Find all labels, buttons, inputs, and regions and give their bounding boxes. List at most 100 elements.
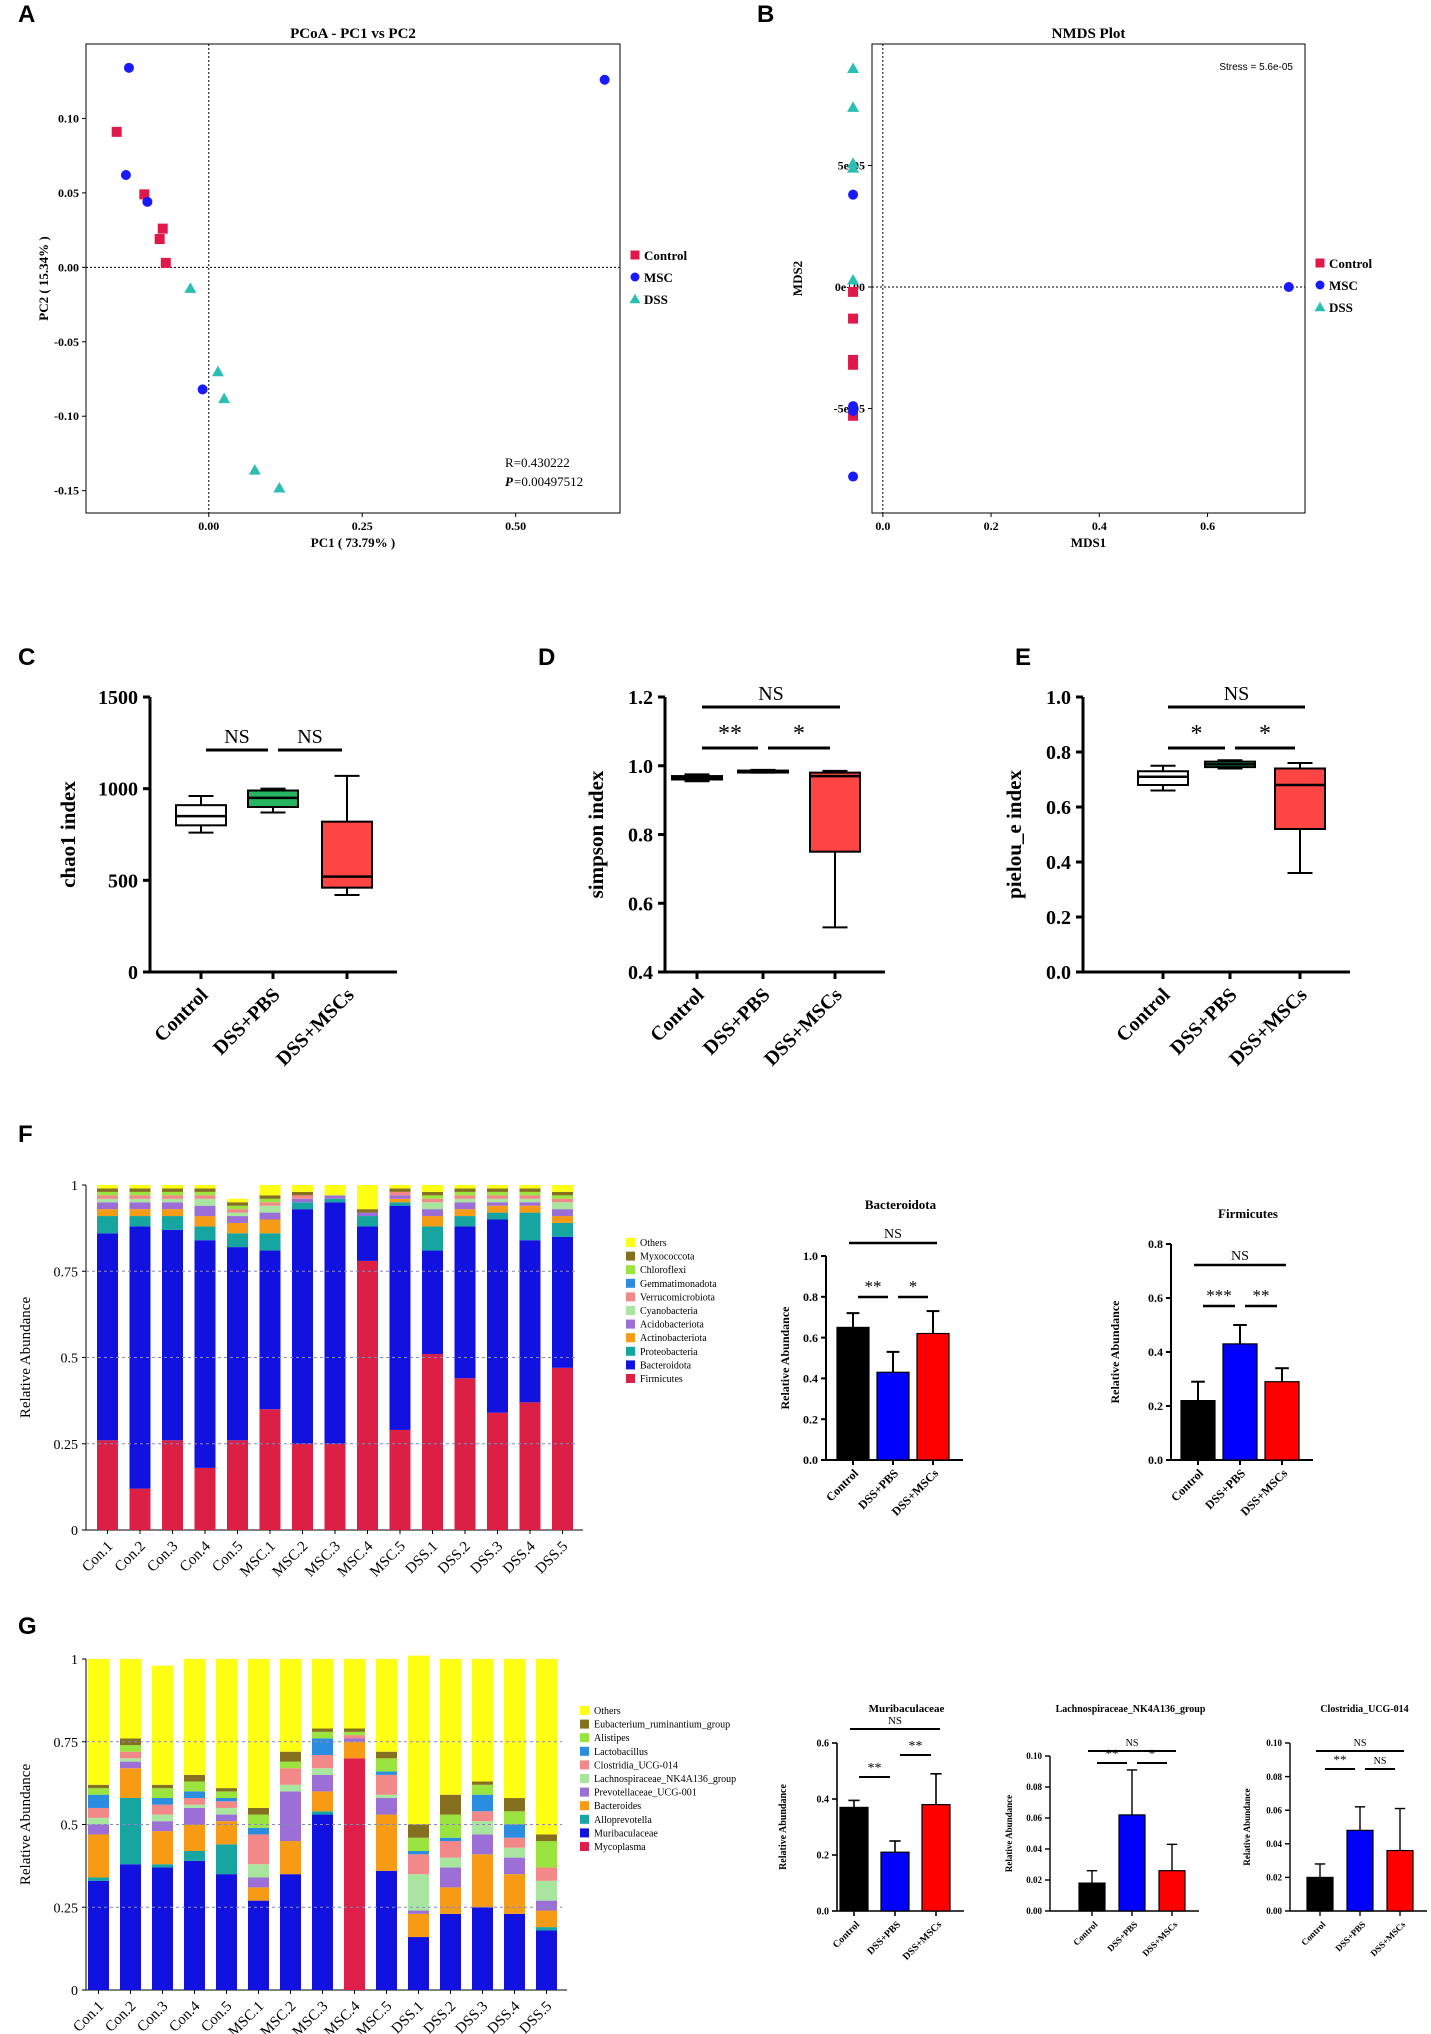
significance-label: ** xyxy=(909,1739,923,1754)
bar-segment-eubacterium-ruminantium-group xyxy=(184,1774,205,1782)
bar-segment-bacteroides xyxy=(376,1814,397,1871)
bar-segment-clostridia-ucg-014 xyxy=(440,1841,461,1858)
bar-control xyxy=(1180,1399,1216,1461)
bar-segment-lachnospiraceae-nk4a136-group xyxy=(504,1847,525,1858)
bar-segment-proteobacteria xyxy=(487,1212,508,1220)
bar-segment-alistipes xyxy=(536,1841,557,1868)
bar-segment-proteobacteria xyxy=(162,1216,183,1230)
y-tick-label: 0.2 xyxy=(817,1851,830,1862)
x-tick-label: Control xyxy=(646,984,709,1047)
legend-label: Cyanobacteria xyxy=(640,1306,698,1317)
y-tick-label: 0.25 xyxy=(54,1901,79,1916)
bar-segment-acidobacteriota xyxy=(292,1198,313,1203)
bar-segment-chloroflexi xyxy=(487,1191,508,1196)
bar-segment-lactobacillus xyxy=(440,1837,461,1842)
bar-segment-bacteroides xyxy=(88,1834,109,1878)
legend-swatch xyxy=(580,1828,589,1838)
bar-segment-verrucomicrobiota xyxy=(519,1195,541,1199)
legend-swatch xyxy=(626,1238,635,1247)
legend-label: Proteobacteria xyxy=(640,1347,698,1358)
significance-label: NS xyxy=(884,1227,902,1242)
legend-label: Prevotellaceae_UCG-001 xyxy=(594,1788,697,1799)
significance-label: * xyxy=(1149,1746,1156,1761)
data-point-msc xyxy=(1283,282,1294,293)
x-tick-label: Control xyxy=(150,984,213,1047)
legend-swatch xyxy=(580,1787,589,1797)
significance-label: NS xyxy=(758,683,784,705)
bar-segment-verrucomicrobiota xyxy=(292,1195,313,1199)
bar-segment-chloroflexi xyxy=(454,1191,476,1196)
significance-label: ** xyxy=(865,1277,882,1296)
bar-segment-alistipes xyxy=(312,1731,333,1739)
bar-segment-myxococcota xyxy=(194,1188,216,1192)
bar-segment-bacteroides xyxy=(152,1831,173,1865)
bar-segment-lachnospiraceae-nk4a136-group xyxy=(88,1817,109,1825)
bar-segment-cyanobacteria xyxy=(487,1198,508,1203)
y-tick-label: 1.2 xyxy=(628,687,653,709)
bar-segment-actinobacteriota xyxy=(454,1209,476,1217)
bar-segment-others xyxy=(129,1185,151,1189)
x-tick-label: MSC.2 xyxy=(270,1539,312,1581)
bar-segment-chloroflexi xyxy=(259,1198,281,1203)
bar-segment-lachnospiraceae-nk4a136-group xyxy=(440,1857,461,1868)
bar-segment-eubacterium-ruminantium-group xyxy=(248,1807,269,1815)
x-tick-label: MSC.1 xyxy=(237,1539,279,1581)
x-tick-label: Control xyxy=(1071,1919,1100,1948)
significance-label: NS xyxy=(1231,1249,1249,1264)
legend-marker-control xyxy=(1315,258,1325,268)
bar-segment-firmicutes xyxy=(259,1409,281,1530)
bar-segment-myxococcota xyxy=(162,1188,183,1192)
bar-segment-clostridia-ucg-014 xyxy=(216,1801,237,1808)
y-tick-label: 0.6 xyxy=(628,893,653,915)
bar-segment-bacteroidota xyxy=(357,1226,378,1261)
bar-segment-actinobacteriota xyxy=(259,1219,281,1234)
bar-segment-actinobacteriota xyxy=(519,1205,541,1213)
y-tick-label: 0.05 xyxy=(58,186,79,200)
bar-segment-lachnospiraceae-nk4a136-group xyxy=(248,1864,269,1878)
legend-swatch xyxy=(626,1360,635,1370)
bar-segment-chloroflexi xyxy=(194,1191,216,1196)
bar-segment-bacteroides xyxy=(504,1874,525,1914)
bar-segment-actinobacteriota xyxy=(227,1222,248,1234)
bar-segment-lactobacillus xyxy=(408,1850,429,1855)
data-point-msc xyxy=(848,471,859,482)
x-tick-label: Con.4 xyxy=(166,1998,203,2034)
y-axis-label: Relative Abundance xyxy=(1242,1788,1252,1865)
legend-label: Eubacterium_ruminantium_group xyxy=(594,1720,730,1731)
scatter-chart-b: 0.00.20.40.65e-050e+00-5e-05NMDS PlotMDS… xyxy=(790,26,1372,550)
bar-segment-chloroflexi xyxy=(422,1195,443,1199)
bar-segment-lactobacillus xyxy=(88,1794,109,1808)
y-tick-label: 0.0 xyxy=(817,1907,830,1918)
legend-label: Muribaculaceae xyxy=(594,1828,658,1839)
y-tick-label: 1 xyxy=(71,1179,78,1194)
bar-segment-eubacterium-ruminantium-group xyxy=(280,1751,301,1762)
significance-label: ** xyxy=(718,721,742,747)
bar-segment-clostridia-ucg-014 xyxy=(280,1768,301,1785)
y-tick-label: 1.0 xyxy=(803,1249,818,1263)
bar-segment-alistipes xyxy=(248,1814,269,1828)
legend-label: Bacteroidota xyxy=(640,1360,692,1371)
bar-segment-chloroflexi xyxy=(227,1205,248,1210)
bar-segment-firmicutes xyxy=(292,1443,313,1530)
y-tick-label: 0.00 xyxy=(1266,1906,1282,1916)
x-tick-label: 0.0 xyxy=(875,519,890,533)
chart-title: Bacteroidota xyxy=(865,1197,937,1212)
bar-segment-bacteroidota xyxy=(422,1250,443,1355)
legend-swatch xyxy=(580,1814,589,1824)
bar-segment-lachnospiraceae-nk4a136-group xyxy=(216,1807,237,1815)
bar-segment-prevotellaceae-ucg-001 xyxy=(312,1774,333,1792)
bar-segment-eubacterium-ruminantium-group xyxy=(88,1784,109,1789)
legend-label: Control xyxy=(1329,256,1372,271)
data-point-msc xyxy=(599,74,610,85)
bar-segment-myxococcota xyxy=(487,1188,508,1192)
significance-label: NS xyxy=(1374,1756,1387,1767)
bar-segment-others xyxy=(292,1185,313,1192)
bar-chart-g4: 0.00 0.02 0.04 0.06 0.08 0.10 Clostridia_UCG-0… xyxy=(1242,1704,1427,1958)
data-point-control xyxy=(848,313,859,324)
bar-segment-actinobacteriota xyxy=(487,1205,508,1213)
significance-label: * xyxy=(793,721,805,747)
bar-segment-firmicutes xyxy=(552,1367,573,1530)
bar-segment-prevotellaceae-ucg-001 xyxy=(248,1877,269,1888)
significance-label: * xyxy=(909,1277,918,1296)
x-tick-label: 0.25 xyxy=(352,519,373,533)
